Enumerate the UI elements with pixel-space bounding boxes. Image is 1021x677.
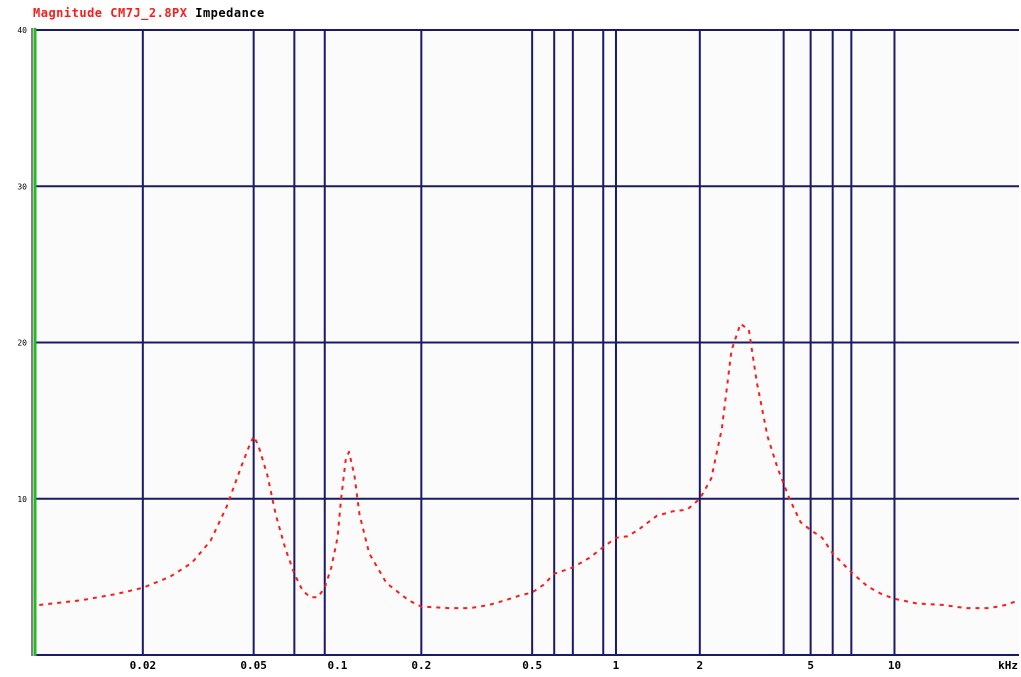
x-tick-label: kHz bbox=[998, 659, 1018, 672]
y-tick-label: 10 bbox=[17, 495, 27, 504]
y-tick-label: 30 bbox=[17, 182, 27, 191]
x-tick-label: 0.5 bbox=[522, 659, 542, 672]
x-tick-label: 0.02 bbox=[130, 659, 157, 672]
y-tick-label: 20 bbox=[17, 339, 27, 348]
x-tick-label: 1 bbox=[613, 659, 620, 672]
x-tick-label: 0.1 bbox=[328, 659, 348, 672]
x-tick-label: 10 bbox=[888, 659, 901, 672]
y-tick-label: 40 bbox=[17, 26, 27, 35]
x-tick-label: 0.2 bbox=[411, 659, 431, 672]
x-tick-label: 2 bbox=[697, 659, 704, 672]
x-tick-label: 0.05 bbox=[240, 659, 267, 672]
impedance-series-line bbox=[39, 322, 1020, 610]
chart-title-magnitude: Magnitude CM7J_2.8PX bbox=[33, 6, 188, 20]
x-tick-labels: 0.02 0.05 0.1 0.2 0.5 1 2 5 10 kHz bbox=[130, 659, 1018, 672]
chart-title: Magnitude CM7J_2.8PX Impedance bbox=[33, 6, 265, 20]
chart-title-impedance: Impedance bbox=[195, 6, 265, 20]
y-tick-labels: 10 20 30 40 bbox=[17, 26, 27, 504]
x-tick-label: 5 bbox=[807, 659, 814, 672]
plot-area bbox=[31, 28, 1020, 656]
